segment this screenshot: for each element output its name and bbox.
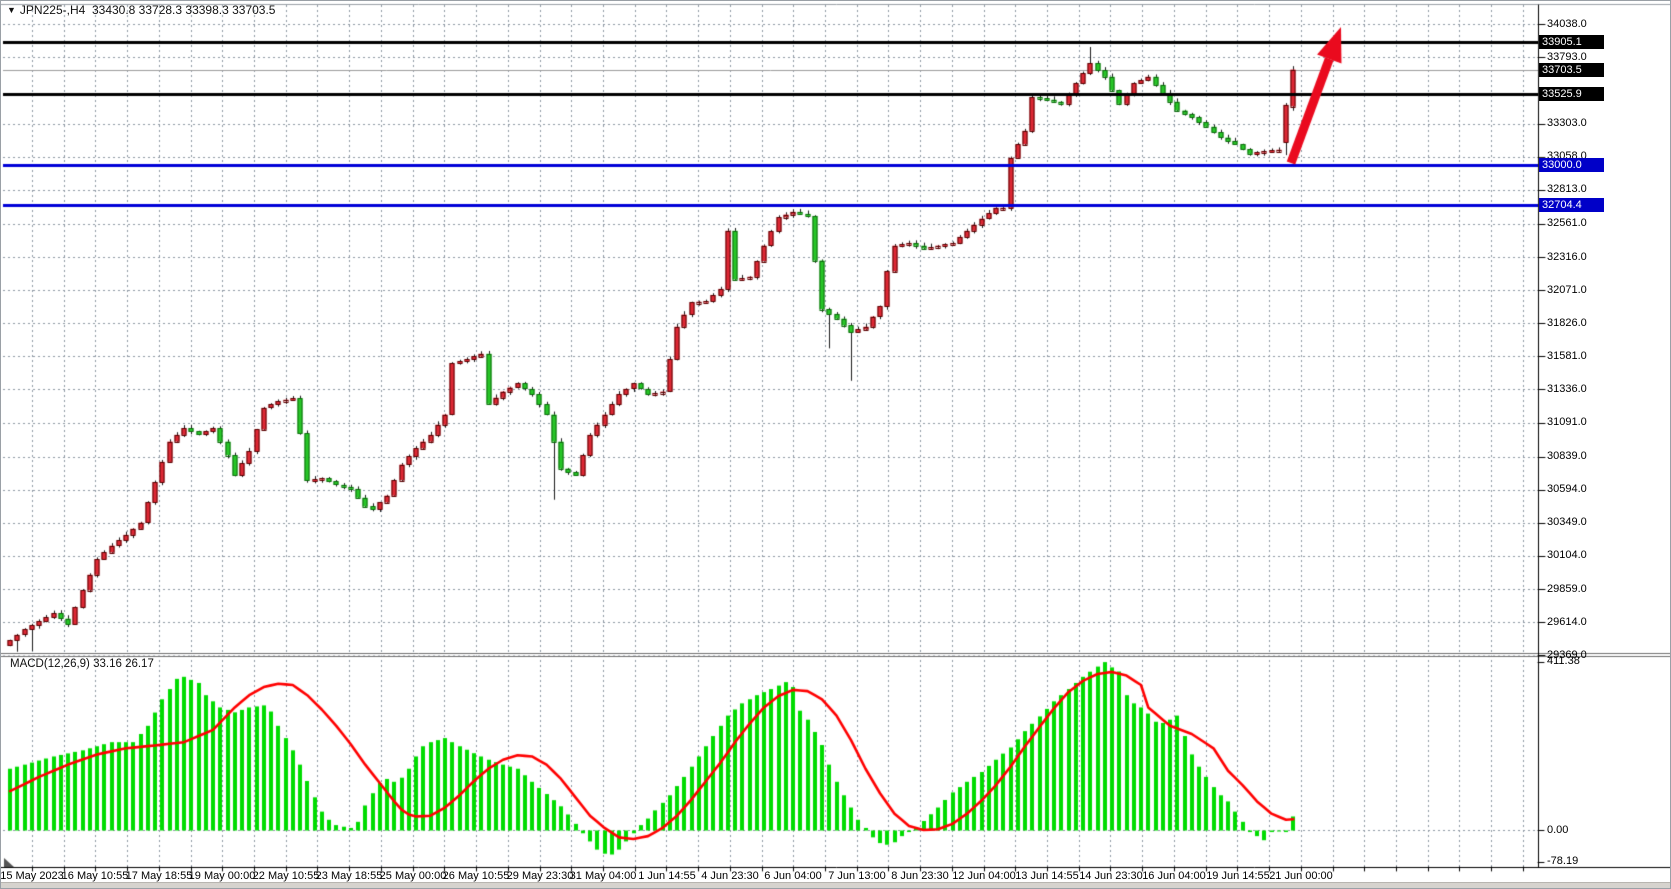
price-badge: 33000.0 — [1539, 158, 1604, 172]
price-tick-label: 34038.0 — [1547, 18, 1587, 30]
time-label: 16 May 10:55 — [61, 870, 129, 882]
price-tick-label: 30839.0 — [1547, 450, 1587, 462]
price-tick-label: 32813.0 — [1547, 183, 1587, 195]
time-label: 21 Jun 00:00 — [1269, 870, 1333, 882]
macd-scale-label: 411.38 — [1547, 655, 1580, 667]
price-tick-label: 30594.0 — [1547, 483, 1587, 495]
price-tick-label: 33793.0 — [1547, 51, 1587, 63]
time-label: 12 Jun 04:00 — [952, 870, 1016, 882]
price-tick-label: 31336.0 — [1547, 383, 1587, 395]
time-label: 8 Jun 23:30 — [891, 870, 949, 882]
price-badge: 33525.9 — [1539, 87, 1604, 101]
price-tick-label: 31826.0 — [1547, 317, 1587, 329]
symbol-period-label: JPN225-,H4 — [19, 3, 86, 17]
time-label: 23 May 18:55 — [315, 870, 383, 882]
time-label: 22 May 10:55 — [252, 870, 320, 882]
price-tick-label: 32071.0 — [1547, 284, 1587, 296]
time-label: 29 May 23:30 — [506, 870, 574, 882]
time-label: 19 May 00:00 — [188, 870, 256, 882]
symbol-dropdown-icon[interactable]: ▼ — [7, 5, 16, 15]
price-tick-label: 30349.0 — [1547, 516, 1587, 528]
price-tick-label: 32316.0 — [1547, 251, 1587, 263]
time-label: 1 Jun 14:55 — [638, 870, 696, 882]
time-label: 7 Jun 13:00 — [828, 870, 886, 882]
chart-title-overlay: ▼ JPN225-,H4 33430.8 33728.3 33398.3 3370… — [7, 3, 275, 17]
window-bottom-edge — [1, 882, 1670, 888]
time-label: 31 May 04:00 — [569, 870, 637, 882]
time-label: 19 Jun 14:55 — [1206, 870, 1270, 882]
macd-values: 33.16 26.17 — [93, 658, 154, 670]
price-tick-label: 30104.0 — [1547, 549, 1587, 561]
macd-scale-label: -78.19 — [1547, 855, 1579, 867]
price-tick-label: 31581.0 — [1547, 350, 1587, 362]
time-label: 6 Jun 04:00 — [764, 870, 822, 882]
price-tick-label: 32561.0 — [1547, 217, 1587, 229]
time-label: 25 May 00:00 — [379, 870, 447, 882]
macd-indicator-label: MACD(12,26,9) 33.16 26.17 — [10, 658, 154, 670]
time-label: 15 May 2023 — [0, 870, 64, 882]
time-label: 4 Jun 23:30 — [701, 870, 759, 882]
ohlc-readout: 33430.8 33728.3 33398.3 33703.5 — [91, 3, 276, 17]
price-tick-label: 29369.0 — [1547, 649, 1587, 661]
time-label: 17 May 18:55 — [125, 870, 193, 882]
price-tick-label: 33303.0 — [1547, 117, 1587, 129]
macd-scale-label: 0.00 — [1547, 824, 1569, 836]
time-label: 13 Jun 14:55 — [1015, 870, 1079, 882]
price-badge: 33905.1 — [1539, 35, 1604, 49]
price-badge: 32704.4 — [1539, 198, 1604, 212]
time-label: 14 Jun 23:30 — [1079, 870, 1143, 882]
price-tick-label: 29614.0 — [1547, 616, 1587, 628]
price-tick-label: 29859.0 — [1547, 583, 1587, 595]
time-label: 16 Jun 04:00 — [1142, 870, 1206, 882]
price-badge: 33703.5 — [1539, 63, 1604, 77]
time-label: 26 May 10:55 — [442, 870, 510, 882]
price-tick-label: 31091.0 — [1547, 416, 1587, 428]
